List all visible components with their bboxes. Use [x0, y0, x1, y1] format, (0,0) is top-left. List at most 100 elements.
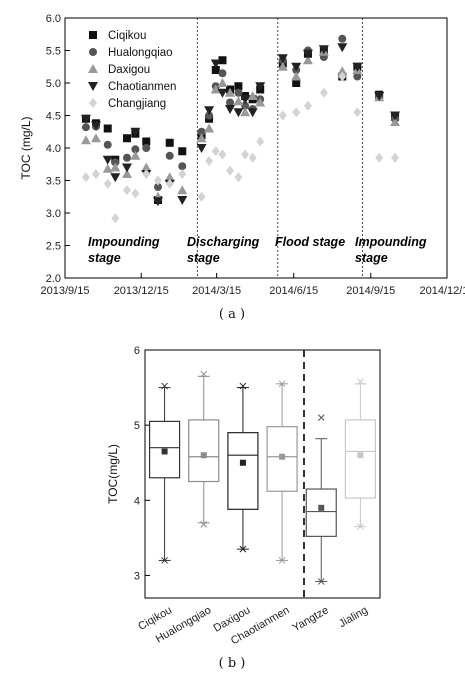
box-hualongqiao	[188, 370, 220, 528]
x-category-label-b: Jialing	[337, 604, 370, 630]
data-point-changjiang	[248, 152, 257, 163]
legend-marker-ciqikou	[89, 31, 97, 39]
data-point-chaotianmen	[110, 173, 121, 183]
data-point-changjiang	[391, 152, 400, 163]
data-point-ciqikou	[165, 138, 174, 147]
data-point-chaotianmen	[291, 62, 302, 72]
data-point-daxigou	[302, 55, 313, 65]
legend-label-daxigou: Daxigou	[108, 64, 150, 76]
data-point-hualongqiao	[205, 111, 214, 120]
extreme-marker	[239, 382, 247, 390]
extreme-marker	[239, 545, 247, 553]
data-point-daxigou	[141, 162, 152, 172]
data-point-daxigou	[110, 162, 121, 172]
panel-label-a: ( a )	[219, 307, 245, 322]
y-ticks-b: 3 4 5 6	[134, 345, 150, 582]
data-point-hualongqiao	[353, 72, 362, 81]
data-point-changjiang	[303, 100, 312, 111]
data-point-changjiang	[218, 149, 227, 160]
data-point-chaotianmen	[225, 105, 236, 114]
data-point-hualongqiao	[218, 69, 227, 78]
data-point-chaotianmen	[102, 155, 113, 165]
legend-marker-changjiang	[89, 98, 97, 108]
data-point-changjiang	[131, 188, 140, 199]
x-tick-label-a: 2014/6/15	[269, 285, 318, 297]
data-point-changjiang	[234, 172, 243, 183]
data-point-chaotianmen	[233, 108, 244, 118]
y-tick-label-a: 3.0	[46, 208, 61, 220]
series-daxigou	[80, 46, 401, 201]
series-changjiang	[81, 71, 400, 224]
data-point-changjiang	[81, 172, 90, 183]
data-point-changjiang	[165, 178, 174, 189]
y-tick-label-b: 6	[134, 345, 140, 357]
extreme-marker	[200, 370, 208, 378]
data-point-changjiang	[353, 107, 362, 118]
extreme-marker	[200, 520, 208, 528]
data-point-hualongqiao	[197, 127, 206, 136]
series-chaotianmen	[80, 43, 401, 207]
x-tick-label-a: 2014/3/15	[192, 285, 241, 297]
data-point-chaotianmen	[80, 114, 91, 124]
y-tick-label-a: 5.0	[46, 78, 61, 90]
x-category-labels-b: CiqikouHualongqiaoDaxigouChaotianmenYang…	[136, 604, 370, 647]
iqr-box	[188, 419, 220, 483]
y-tick-label-a: 4.5	[46, 111, 61, 123]
y-tick-label-a: 6.0	[46, 13, 61, 25]
mean-marker	[239, 459, 246, 466]
data-point-hualongqiao	[81, 123, 90, 132]
extreme-marker	[161, 382, 168, 390]
data-point-changjiang	[292, 107, 301, 118]
data-point-changjiang	[338, 71, 347, 82]
mean-marker	[357, 452, 364, 459]
data-point-chaotianmen	[247, 108, 258, 118]
iqr-box	[227, 432, 259, 510]
data-point-ciqikou	[211, 66, 220, 74]
x-tick-label-a: 2014/9/15	[346, 285, 395, 297]
data-point-daxigou	[204, 123, 215, 133]
legend-marker-chaotianmen	[88, 82, 98, 91]
data-point-chaotianmen	[177, 196, 188, 205]
box-ciqikou	[148, 382, 181, 564]
data-point-chaotianmen	[152, 197, 163, 207]
data-point-daxigou	[102, 163, 113, 173]
y-tick-label-a: 5.5	[46, 46, 61, 58]
data-point-changjiang	[91, 169, 100, 179]
data-point-chaotianmen	[390, 111, 401, 121]
data-point-chaotianmen	[90, 121, 101, 131]
data-point-daxigou	[255, 97, 266, 107]
y-tick-label-b: 4	[134, 495, 140, 507]
data-point-changjiang	[122, 185, 131, 196]
data-point-chaotianmen	[374, 92, 385, 101]
data-point-daxigou	[80, 135, 91, 145]
data-point-daxigou	[291, 71, 302, 81]
data-point-chaotianmen	[196, 144, 207, 153]
iqr-box	[305, 488, 337, 537]
x-tick-label-a: 2013/9/15	[41, 285, 90, 297]
data-point-changjiang	[205, 156, 214, 166]
data-point-daxigou	[210, 84, 221, 94]
x-tick-label-a: 2014/12/15	[419, 285, 465, 297]
y-axis-label-a: TOC (mg/L)	[19, 116, 33, 179]
legend-label-hualongqiao: Hualongqiao	[108, 47, 173, 59]
data-point-chaotianmen	[217, 88, 228, 98]
data-point-daxigou	[225, 87, 236, 97]
data-point-daxigou	[337, 66, 348, 76]
data-point-daxigou	[240, 107, 251, 117]
iqr-box	[344, 419, 377, 499]
data-point-ciqikou	[292, 79, 301, 87]
legend-marker-hualongqiao	[89, 48, 97, 56]
data-point-changjiang	[111, 213, 120, 224]
data-point-changjiang	[319, 87, 328, 98]
stage-dividers	[196, 18, 363, 278]
data-point-changjiang	[241, 149, 250, 160]
data-point-hualongqiao	[131, 145, 140, 154]
data-point-ciqikou	[103, 124, 112, 133]
data-point-chaotianmen	[255, 82, 266, 92]
data-point-chaotianmen	[302, 49, 313, 59]
extreme-marker	[278, 557, 286, 564]
data-point-daxigou	[233, 96, 244, 106]
box-plots	[148, 370, 377, 585]
data-point-daxigou	[196, 133, 207, 143]
